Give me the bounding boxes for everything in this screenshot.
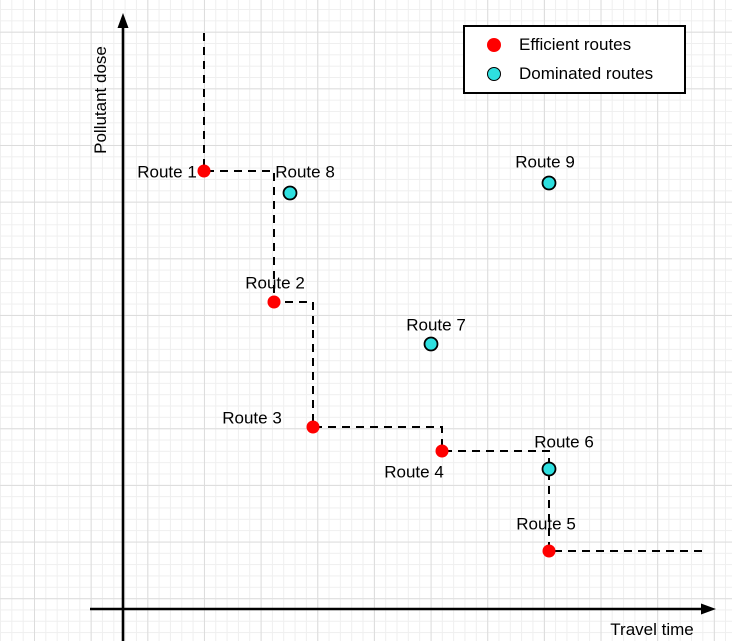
legend-label-dominated: Dominated routes xyxy=(519,64,654,83)
point-route-4 xyxy=(435,444,449,458)
x-axis-label: Travel time xyxy=(610,620,694,639)
point-route-2 xyxy=(267,295,281,309)
point-route-1 xyxy=(197,164,211,178)
point-route-8 xyxy=(282,185,298,201)
efficient-routes-marker-icon xyxy=(487,38,501,52)
x-axis-arrow-icon xyxy=(701,603,716,615)
legend-item-efficient: Efficient routes xyxy=(487,35,684,55)
point-route-6 xyxy=(541,461,557,477)
point-route-7 xyxy=(423,336,439,352)
dominated-routes-marker-icon xyxy=(487,67,501,81)
pareto-frontier-line xyxy=(203,33,703,552)
point-route-5 xyxy=(542,544,556,558)
point-route-9 xyxy=(541,175,557,191)
legend-item-dominated: Dominated routes xyxy=(487,64,684,84)
legend-label-efficient: Efficient routes xyxy=(519,35,632,54)
legend: Efficient routes Dominated routes xyxy=(463,25,686,94)
point-route-3 xyxy=(306,420,320,434)
y-axis-label: Pollutant dose xyxy=(91,46,110,154)
y-axis-arrow-icon xyxy=(117,13,129,28)
